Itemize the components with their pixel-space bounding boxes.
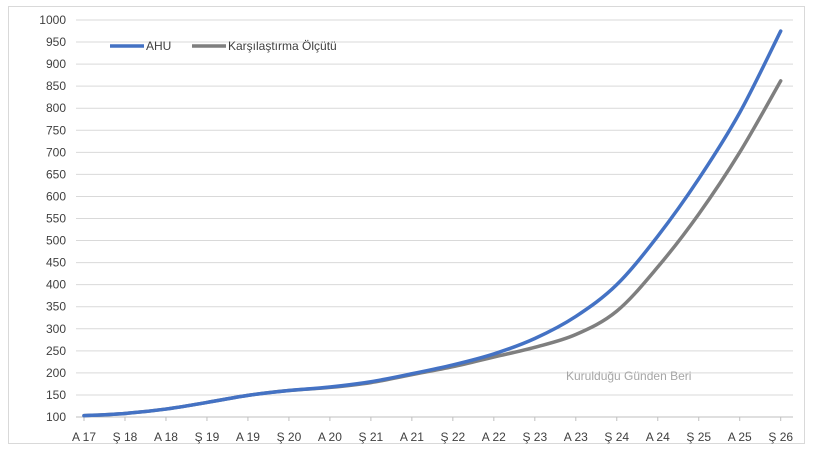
y-tick-label: 850 [46,79,66,93]
legend-label: AHU [146,39,171,53]
y-tick-label: 450 [46,256,66,270]
y-tick-label: 350 [46,300,66,314]
x-tick-label: Ş 26 [768,430,793,444]
y-tick-label: 550 [46,212,66,226]
x-tick-label: A 25 [728,430,752,444]
chart-frame [8,6,805,444]
y-tick-label: 750 [46,123,66,137]
series-line-0 [82,29,783,418]
x-tick-label: A 17 [72,430,96,444]
chart-annotation: Kurulduğu Günden Beri [566,369,691,383]
x-tick-label: A 24 [646,430,670,444]
x-tick-label: A 20 [318,430,342,444]
y-tick-label: 650 [46,167,66,181]
x-tick-label: Ş 25 [686,430,711,444]
y-tick-label: 900 [46,57,66,71]
x-tick-label: Ş 18 [113,430,138,444]
y-tick-label: 400 [46,278,66,292]
y-axis-ticks: 100 150 200 250 300 350 400 450 500 550 600 650 700 7… [39,13,66,424]
x-axis-ticks: A 17 Ş 18 A 18 Ş 19 A 19 Ş 20 A 20 Ş 21 A 21 Ş 22… [72,417,793,444]
x-tick-label: A 21 [400,430,424,444]
y-tick-label: 1000 [39,13,66,27]
x-tick-label: Ş 19 [195,430,220,444]
x-tick-label: A 22 [482,430,506,444]
y-tick-label: 300 [46,322,66,336]
legend: AHU Karşılaştırma Ölçütü [110,39,337,53]
x-tick-label: Ş 21 [359,430,384,444]
y-tick-label: 700 [46,145,66,159]
legend-label: Karşılaştırma Ölçütü [228,39,337,53]
x-tick-label: Ş 24 [604,430,629,444]
x-tick-label: A 19 [236,430,260,444]
y-tick-label: 150 [46,388,66,402]
x-tick-label: A 23 [564,430,588,444]
series-lines [82,29,783,418]
x-tick-label: Ş 20 [277,430,302,444]
gridlines [76,19,793,418]
y-tick-label: 500 [46,234,66,248]
x-tick-label: Ş 22 [441,430,466,444]
y-tick-label: 100 [46,410,66,424]
y-tick-label: 600 [46,189,66,203]
y-tick-label: 950 [46,35,66,49]
x-tick-label: Ş 23 [522,430,547,444]
series-line-1 [82,79,783,418]
x-tick-label: A 18 [154,430,178,444]
y-tick-label: 800 [46,101,66,115]
y-tick-label: 200 [46,366,66,380]
y-tick-label: 250 [46,344,66,358]
